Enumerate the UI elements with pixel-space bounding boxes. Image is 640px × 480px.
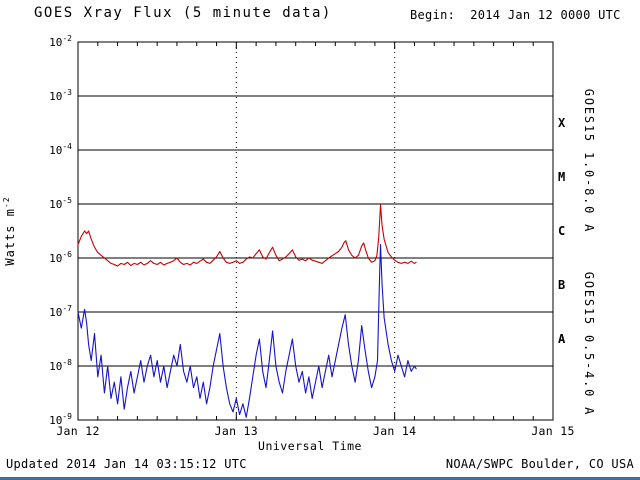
- x-axis-label: Universal Time: [258, 439, 362, 453]
- y-tick-base: 10: [49, 252, 62, 265]
- flare-class-letter: A: [558, 332, 566, 346]
- y-tick-label: 10-3: [49, 88, 72, 103]
- y-tick-base: 10: [49, 414, 62, 427]
- y-axis-label-superscript: -2: [2, 196, 11, 208]
- y-tick-exponent: -3: [62, 88, 72, 97]
- flare-class-letter: X: [558, 116, 566, 130]
- goes-short-series-label: GOES15 0.5-4.0 A: [582, 272, 596, 416]
- y-tick-exponent: -5: [62, 196, 72, 205]
- chart-title: GOES Xray Flux (5 minute data): [34, 5, 332, 21]
- axis-ticks: [97, 42, 534, 420]
- series-long-xray-path: [77, 204, 417, 267]
- y-tick-base: 10: [49, 306, 62, 319]
- y-tick-label: 10-6: [49, 250, 72, 265]
- y-tick-label: 10-2: [49, 34, 72, 49]
- y-tick-label: 10-8: [49, 358, 72, 373]
- y-tick-exponent: -9: [62, 412, 72, 421]
- y-tick-label: 10-4: [49, 142, 72, 157]
- gridlines: [78, 42, 553, 420]
- x-tick-label: Jan 12: [56, 424, 99, 438]
- y-tick-base: 10: [49, 36, 62, 49]
- y-tick-exponent: -7: [62, 304, 72, 313]
- goes-long-series-label: GOES15 1.0-8.0 A: [582, 89, 596, 233]
- credit-label: NOAA/SWPC Boulder, CO USA: [446, 457, 635, 471]
- series-short-xray-path: [77, 243, 417, 418]
- y-tick-exponent: -6: [62, 250, 72, 259]
- y-tick-exponent: -8: [62, 358, 72, 367]
- y-tick-base: 10: [49, 144, 62, 157]
- flare-class-letters: X M C B A: [558, 116, 566, 346]
- y-tick-base: 10: [49, 90, 62, 103]
- y-axis-label: Watts m-2: [2, 196, 17, 265]
- y-tick-label: 10-7: [49, 304, 72, 319]
- flare-class-letter: M: [558, 170, 565, 184]
- x-tick-label: Jan 14: [373, 424, 416, 438]
- updated-label: Updated 2014 Jan 14 03:15:12 UTC: [6, 457, 247, 471]
- x-tick-label: Jan 15: [531, 424, 574, 438]
- y-tick-base: 10: [49, 360, 62, 373]
- y-tick-label: 10-9: [49, 412, 72, 427]
- flare-class-letter: C: [558, 224, 565, 238]
- x-tick-label: Jan 13: [215, 424, 258, 438]
- begin-label: Begin: 2014 Jan 12 0000 UTC: [410, 8, 621, 22]
- bottom-divider: [0, 477, 640, 480]
- y-tick-labels: 10-210-310-410-510-610-710-810-9: [49, 34, 72, 427]
- data-series: [77, 204, 417, 418]
- y-tick-base: 10: [49, 198, 62, 211]
- flare-class-letter: B: [558, 278, 565, 292]
- y-axis-label-base: Watts m: [3, 208, 17, 266]
- y-tick-exponent: -2: [62, 34, 72, 43]
- y-tick-label: 10-5: [49, 196, 72, 211]
- y-tick-exponent: -4: [62, 142, 72, 151]
- x-tick-labels: Jan 12 Jan 13 Jan 14 Jan 15: [56, 424, 574, 438]
